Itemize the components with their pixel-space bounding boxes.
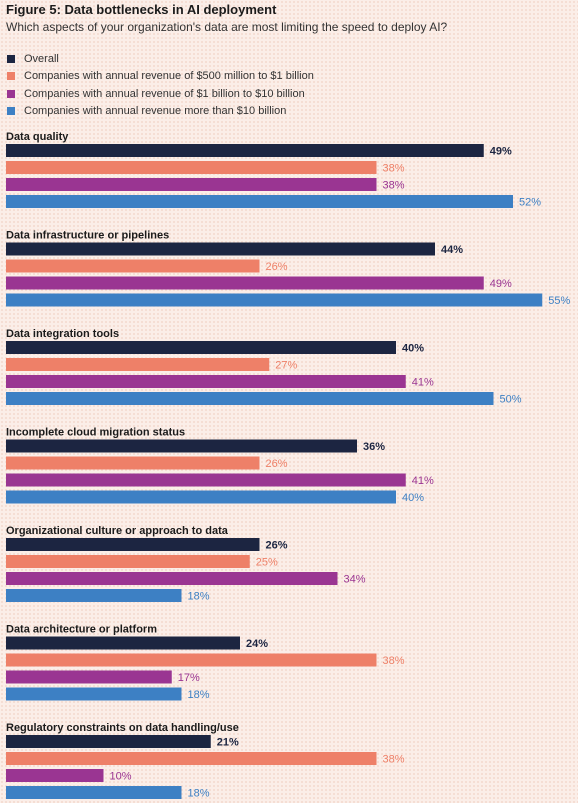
legend-item-500m-1b: Companies with annual revenue of $500 mi… <box>7 68 314 86</box>
legend: Overall Companies with annual revenue of… <box>7 50 314 120</box>
bar-1b-10b-category-5 <box>6 572 338 585</box>
bar-500m-1b-category-1 <box>6 161 377 174</box>
bar-1b-10b-category-3 <box>6 375 406 388</box>
legend-swatch-500m-1b <box>7 72 15 81</box>
bar-1b-10b-category-4 <box>6 473 406 487</box>
value-label-1b-10b-category-5: 34% <box>344 574 366 586</box>
legend-swatch-1b-10b <box>7 89 15 98</box>
value-label-overall-category-3: 40% <box>402 343 424 355</box>
value-label-over-10b-category-2: 55% <box>548 295 570 307</box>
bar-500m-1b-category-7 <box>6 752 377 765</box>
value-label-1b-10b-category-4: 41% <box>412 475 434 487</box>
value-label-overall-category-4: 36% <box>363 441 385 453</box>
bar-overall-category-6 <box>6 636 240 650</box>
bar-500m-1b-category-3 <box>6 358 270 371</box>
legend-item-overall: Overall <box>7 50 314 68</box>
value-label-1b-10b-category-7: 10% <box>110 771 132 783</box>
chart-subtitle: Which aspects of your organization's dat… <box>6 20 448 34</box>
category-label: Incomplete cloud migration status <box>6 427 185 439</box>
bar-over-10b-category-2 <box>6 293 543 307</box>
bar-overall-category-3 <box>6 341 396 354</box>
value-label-1b-10b-category-6: 17% <box>178 672 200 684</box>
category-label: Data quality <box>6 131 69 143</box>
value-label-1b-10b-category-1: 38% <box>383 180 405 192</box>
bar-500m-1b-category-2 <box>6 259 260 273</box>
bar-over-10b-category-5 <box>6 589 182 602</box>
bar-over-10b-category-3 <box>6 392 494 405</box>
bar-overall-category-4 <box>6 439 357 453</box>
legend-item-1b-10b: Companies with annual revenue of $1 bill… <box>7 85 314 103</box>
value-label-over-10b-category-5: 18% <box>188 591 210 603</box>
bar-overall-category-1 <box>6 144 484 157</box>
category-label: Data integration tools <box>6 328 119 340</box>
bar-over-10b-category-1 <box>6 195 513 208</box>
value-label-500m-1b-category-5: 25% <box>256 557 278 569</box>
category-label: Data infrastructure or pipelines <box>6 230 169 242</box>
legend-item-over-10b: Companies with annual revenue more than … <box>7 103 314 121</box>
category-label: Regulatory constraints on data handling/… <box>6 722 239 734</box>
value-label-over-10b-category-7: 18% <box>188 788 210 800</box>
bar-overall-category-2 <box>6 242 435 256</box>
value-label-500m-1b-category-3: 27% <box>275 360 297 372</box>
chart-title: Figure 5: Data bottlenecks in AI deploym… <box>6 2 277 17</box>
bar-500m-1b-category-6 <box>6 653 377 667</box>
bar-over-10b-category-7 <box>6 786 182 799</box>
value-label-over-10b-category-1: 52% <box>519 197 541 209</box>
value-label-500m-1b-category-2: 26% <box>266 261 288 273</box>
value-label-over-10b-category-3: 50% <box>500 394 522 406</box>
bar-over-10b-category-6 <box>6 687 182 701</box>
bar-over-10b-category-4 <box>6 490 396 504</box>
bar-1b-10b-category-7 <box>6 769 104 782</box>
legend-swatch-over-10b <box>7 107 15 116</box>
value-label-500m-1b-category-7: 38% <box>383 754 405 766</box>
category-label: Organizational culture or approach to da… <box>6 525 229 537</box>
bar-500m-1b-category-5 <box>6 555 250 568</box>
legend-swatch-overall <box>7 54 15 63</box>
value-label-over-10b-category-6: 18% <box>188 689 210 701</box>
value-label-overall-category-5: 26% <box>266 540 288 552</box>
value-label-500m-1b-category-1: 38% <box>383 163 405 175</box>
value-label-500m-1b-category-4: 26% <box>266 458 288 470</box>
value-label-overall-category-2: 44% <box>441 244 463 256</box>
value-label-overall-category-7: 21% <box>217 737 239 749</box>
bar-500m-1b-category-4 <box>6 456 260 470</box>
legend-label-1b-10b: Companies with annual revenue of $1 bill… <box>24 87 305 100</box>
bar-overall-category-7 <box>6 735 211 748</box>
bar-overall-category-5 <box>6 538 260 551</box>
value-label-over-10b-category-4: 40% <box>402 492 424 504</box>
bar-1b-10b-category-6 <box>6 670 172 684</box>
category-label: Data architecture or platform <box>6 624 157 636</box>
value-label-overall-category-1: 49% <box>490 146 512 158</box>
bar-1b-10b-category-2 <box>6 276 484 290</box>
bar-1b-10b-category-1 <box>6 178 377 191</box>
value-label-1b-10b-category-2: 49% <box>490 278 512 290</box>
legend-label-overall: Overall <box>24 52 59 65</box>
value-label-overall-category-6: 24% <box>246 638 268 650</box>
legend-label-500m-1b: Companies with annual revenue of $500 mi… <box>24 70 314 83</box>
legend-label-over-10b: Companies with annual revenue more than … <box>24 105 287 118</box>
value-label-1b-10b-category-3: 41% <box>412 377 434 389</box>
value-label-500m-1b-category-6: 38% <box>383 655 405 667</box>
